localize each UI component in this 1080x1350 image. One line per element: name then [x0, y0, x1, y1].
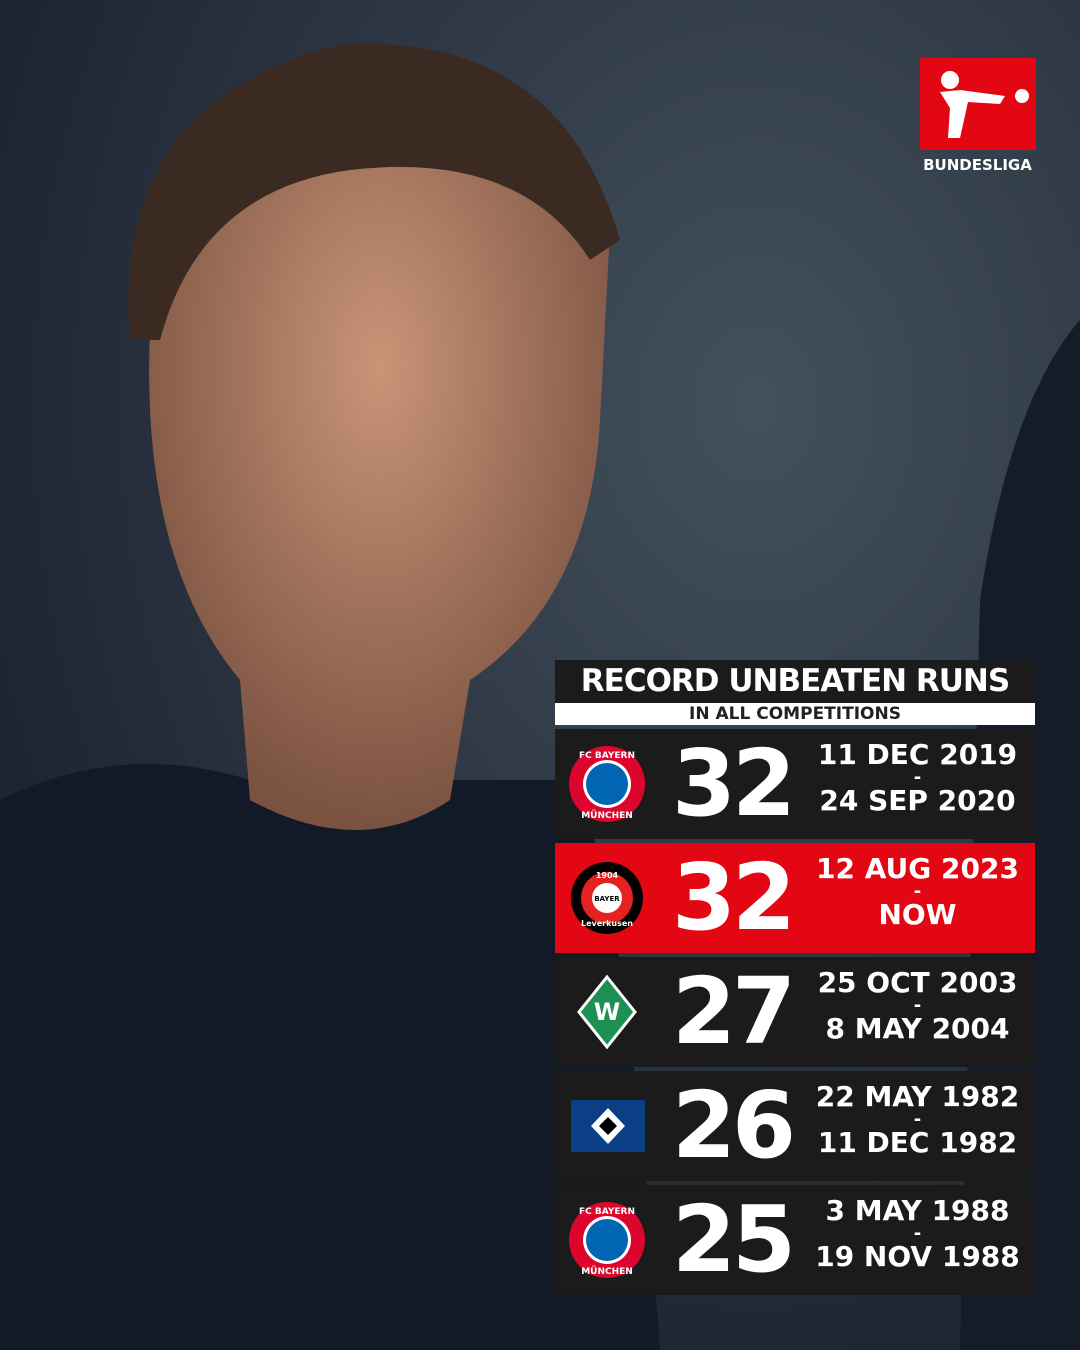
club-logo: [571, 1100, 645, 1152]
table-subtitle: IN ALL COMPETITIONS: [555, 703, 1035, 725]
logo-diamonds: [586, 1219, 628, 1261]
games-count: 26: [671, 1072, 796, 1179]
brand-name: BUNDESLIGA: [923, 156, 1032, 174]
date-dash: -: [913, 1109, 922, 1130]
date-range: 11 DEC 2019-24 SEP 2020: [800, 741, 1035, 815]
date-dash: -: [913, 767, 922, 788]
bundesliga-logo: [920, 58, 1036, 150]
date-dash: -: [913, 1223, 922, 1244]
games-count: 32: [671, 730, 796, 837]
logo-text: FC BAYERN: [579, 1207, 635, 1217]
end-date: 19 NOV 1988: [815, 1240, 1020, 1273]
logo-text: FC BAYERN: [579, 751, 635, 761]
table-row: 1904 BAYER Leverkusen 32 12 AUG 2023- NOW: [555, 843, 1035, 953]
end-date: NOW: [878, 898, 957, 931]
start-date: 25 OCT 2003: [817, 966, 1018, 999]
club-logo: FC BAYERN MÜNCHEN: [569, 1202, 645, 1278]
end-date: 24 SEP 2020: [819, 784, 1016, 817]
date-range: 3 MAY 1988-19 NOV 1988: [800, 1197, 1035, 1271]
games-count: 25: [671, 1186, 796, 1293]
logo-diamond: [599, 1117, 617, 1135]
logo-text: MÜNCHEN: [581, 1266, 633, 1277]
date-range: 12 AUG 2023- NOW: [800, 855, 1035, 929]
club-logo: FC BAYERN MÜNCHEN: [569, 746, 645, 822]
logo-text: W: [594, 998, 620, 1026]
table-row: 26 22 MAY 1982-11 DEC 1982: [555, 1071, 1035, 1181]
table-row: FC BAYERN MÜNCHEN 25 3 MAY 1988-19 NOV 1988: [555, 1185, 1035, 1295]
logo-text: 1904: [596, 871, 619, 880]
logo-text: BAYER: [594, 895, 620, 903]
logo-diamonds: [586, 763, 628, 805]
table-title: RECORD UNBEATEN RUNS: [555, 660, 1035, 703]
start-date: 11 DEC 2019: [817, 738, 1018, 771]
end-date: 11 DEC 1982: [817, 1126, 1018, 1159]
date-range: 22 MAY 1982-11 DEC 1982: [800, 1083, 1035, 1157]
games-count: 27: [671, 958, 796, 1065]
club-logo: W: [577, 974, 637, 1050]
start-date: 12 AUG 2023: [816, 852, 1019, 885]
end-date: 8 MAY 2004: [825, 1012, 1010, 1045]
logo-diamond: [577, 974, 637, 1050]
start-date: 3 MAY 1988: [825, 1194, 1010, 1227]
table-row: W 27 25 OCT 2003-8 MAY 2004: [555, 957, 1035, 1067]
date-dash: -: [913, 881, 922, 902]
games-count: 32: [671, 844, 796, 951]
table: RECORD UNBEATEN RUNS IN ALL COMPETITIONS…: [555, 660, 1035, 1295]
club-logo: 1904 BAYER Leverkusen: [571, 862, 643, 934]
table-row: FC BAYERN MÜNCHEN 32 11 DEC 2019-24 SEP 202…: [555, 729, 1035, 839]
date-dash: -: [913, 995, 922, 1016]
start-date: 22 MAY 1982: [815, 1080, 1020, 1113]
logo-center: [592, 883, 622, 913]
logo-text: MÜNCHEN: [581, 810, 633, 821]
date-range: 25 OCT 2003-8 MAY 2004: [800, 969, 1035, 1043]
rows: FC BAYERN MÜNCHEN 32 11 DEC 2019-24 SEP 202…: [555, 729, 1035, 1295]
logo-text: Leverkusen: [581, 919, 633, 928]
